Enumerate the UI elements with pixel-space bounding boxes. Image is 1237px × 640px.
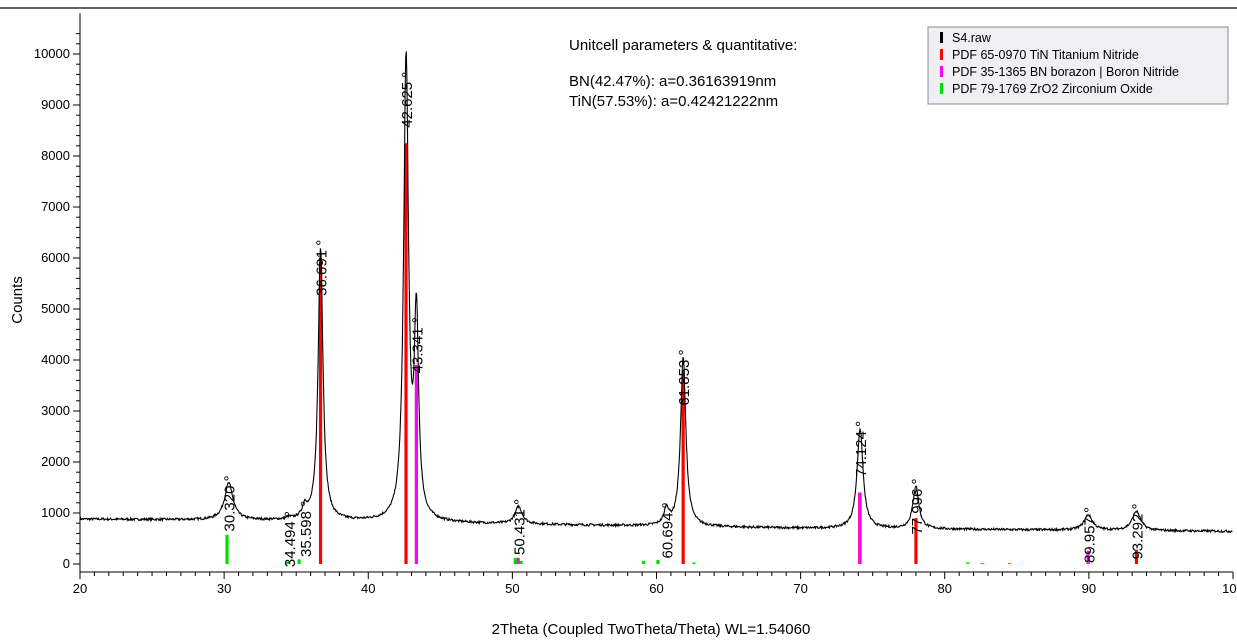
reference-stick	[513, 557, 517, 564]
x-tick-label: 100	[1222, 581, 1237, 596]
legend-label-tin: PDF 65-0970 TiN Titanium Nitride	[952, 48, 1139, 62]
reference-stick	[914, 518, 918, 564]
y-tick-label: 6000	[41, 250, 70, 265]
legend: S4.raw PDF 65-0970 TiN Titanium Nitride …	[927, 26, 1229, 105]
peak-label: 60.694 °	[660, 502, 677, 558]
reference-stick	[414, 365, 418, 564]
reference-stick	[297, 559, 301, 564]
peak-labels: 30.320 ° 34.494 °35.598 ° 36.691 ° 42.625 °…	[222, 72, 1147, 567]
peak-label: 61.853 °	[676, 350, 693, 406]
y-tick-label: 4000	[41, 352, 70, 367]
peak-label: 77.996 °	[909, 479, 926, 535]
info-box: Unitcell parameters & quantitative: BN(4…	[569, 37, 797, 110]
legend-label-s4: S4.raw	[952, 31, 992, 45]
peak-label: 42.625 °	[399, 72, 416, 128]
reference-stick	[681, 375, 685, 564]
legend-swatch-tin	[940, 49, 943, 60]
reference-stick	[285, 561, 290, 564]
reference-stick	[1086, 550, 1090, 564]
peak-label: 35.598 °	[298, 501, 315, 557]
reference-stick	[519, 560, 523, 564]
x-tick-label: 40	[361, 581, 375, 596]
legend-swatch-zro2	[940, 83, 943, 94]
reference-stick	[318, 258, 323, 564]
reference-stick	[225, 534, 229, 564]
x-tick-label: 90	[1082, 581, 1096, 596]
peak-label: 34.494 °	[282, 511, 299, 567]
reference-stick	[858, 492, 862, 564]
legend-box	[927, 26, 1229, 105]
x-tick-label: 60	[649, 581, 663, 596]
reference-stick	[980, 562, 984, 564]
reference-stick	[692, 562, 696, 564]
legend-swatch-bn	[940, 66, 943, 77]
y-axis: 0 1000 2000 3000 4000 5000 6000 7000 8000 9000 100…	[34, 13, 81, 575]
x-tick-label: 80	[938, 581, 952, 596]
legend-label-bn: PDF 35-1365 BN borazon | Boron Nitride	[952, 65, 1179, 79]
reference-stick	[641, 560, 646, 564]
x-tick-label: 30	[217, 581, 231, 596]
y-tick-label: 10000	[34, 46, 70, 61]
y-tick-label: 8000	[41, 148, 70, 163]
peak-label: 89.957 °	[1081, 507, 1098, 563]
reference-stick	[404, 143, 408, 564]
y-tick-label: 0	[63, 556, 70, 571]
peak-label: 93.292 °	[1129, 504, 1146, 560]
x-tick-label: 20	[73, 581, 87, 596]
y-tick-label: 2000	[41, 454, 70, 469]
reference-stick	[516, 557, 520, 564]
reference-sticks	[225, 143, 1139, 564]
y-tick-label: 3000	[41, 403, 70, 418]
legend-swatch-s4	[940, 32, 943, 43]
reference-stick	[1134, 549, 1139, 564]
diffraction-trace	[79, 51, 1233, 534]
reference-stick	[1008, 562, 1012, 564]
info-line-tin: TiN(57.53%): a=0.42421222nm	[569, 93, 778, 110]
x-tick-label: 70	[793, 581, 807, 596]
reference-stick	[656, 559, 660, 564]
info-line-bn: BN(42.47%): a=0.36163919nm	[569, 73, 776, 90]
y-tick-label: 7000	[41, 199, 70, 214]
y-axis-title: Counts	[9, 276, 26, 324]
y-tick-label: 9000	[41, 97, 70, 112]
reference-stick	[966, 562, 970, 564]
info-title: Unitcell parameters & quantitative:	[569, 37, 797, 54]
x-axis-title: 2Theta (Coupled TwoTheta/Theta) WL=1.540…	[492, 621, 811, 638]
trace-line	[79, 51, 1233, 534]
peak-label: 74.124 °	[853, 421, 870, 477]
x-axis: 20 30 40 50 60 70 80 90 100	[73, 571, 1237, 596]
y-tick-label: 1000	[41, 505, 70, 520]
peak-label: 43.341 °	[409, 317, 426, 373]
x-tick-label: 50	[505, 581, 519, 596]
legend-label-zro2: PDF 79-1769 ZrO2 Zirconium Oxide	[952, 82, 1153, 96]
peak-label: 50.431 °	[512, 499, 529, 555]
peak-label: 30.320 °	[222, 475, 239, 531]
y-tick-label: 5000	[41, 301, 70, 316]
peak-label: 36.691 °	[314, 240, 331, 296]
